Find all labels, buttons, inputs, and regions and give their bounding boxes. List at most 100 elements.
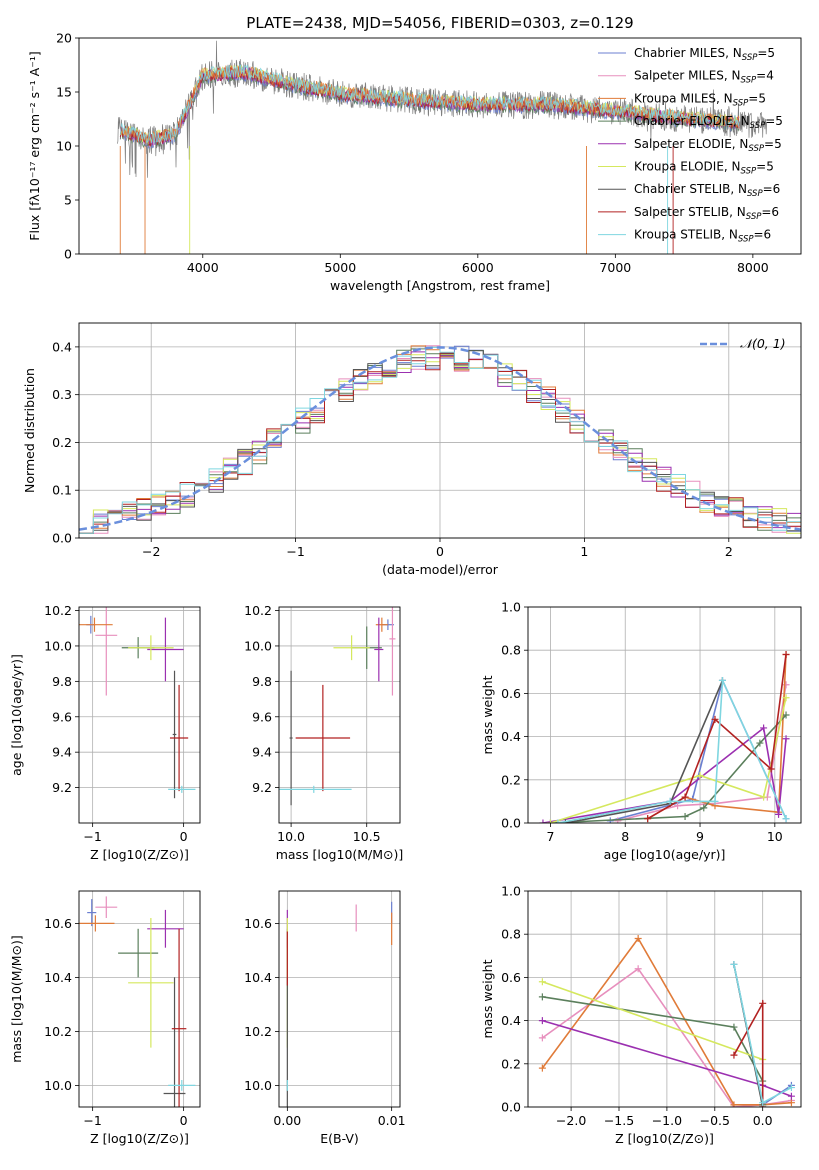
weight-marker (538, 993, 546, 1001)
weight-marker (787, 1084, 795, 1092)
legend-entry: Salpeter MILES, NSSP=4 (634, 69, 774, 86)
x-tick-label: 9 (696, 829, 704, 844)
x-tick-label: −1.5 (604, 1113, 634, 1128)
weight-marker (730, 960, 738, 968)
y-tick-label: 10.0 (44, 638, 72, 653)
panel-mass_vs_Z: −1 0 10.0 10.2 10.4 10.6 Z [log10(Z/Z⊙)] mass [… (9, 890, 201, 1146)
plot-area-residuals (79, 345, 801, 534)
model-spectrum-2 (120, 65, 740, 144)
weight-marker (759, 999, 767, 1007)
weight-marker (696, 771, 704, 779)
y-tick-label: 0.4 (501, 729, 521, 744)
x-tick-label: −1 (83, 829, 101, 844)
y-tick-label: 0.2 (52, 435, 72, 450)
x-axis-label: Z [log10(Z/Z⊙)] (90, 1131, 189, 1146)
residual-histogram-8 (79, 347, 801, 534)
x-tick-label: 8 (621, 829, 629, 844)
x-tick-label: 0 (180, 1113, 188, 1128)
y-tick-label: 0.0 (501, 1100, 521, 1115)
x-tick-label: 5000 (324, 260, 356, 275)
panel-weight_vs_Z: −2.0 −1.5 −1.0 −0.5 0.0 0.0 0.2 0.4 0.6 0.8 1.0 Z [… (480, 884, 802, 1146)
legend-entry: Kroupa MILES, NSSP=5 (634, 91, 766, 108)
x-tick-label: 2 (725, 544, 733, 559)
x-axis-label: age [log10(age/yr)] (604, 847, 726, 862)
x-axis-label: Z [log10(Z/Z⊙)] (90, 847, 189, 862)
x-axis-label: Z [log10(Z/Z⊙)] (615, 1131, 714, 1146)
y-tick-label: 9.4 (252, 745, 272, 760)
weight-marker (730, 1051, 738, 1059)
weight-line-0 (610, 678, 787, 822)
spectrum-legend: Chabrier MILES, NSSP=5 Salpeter MILES, NS… (598, 46, 783, 245)
weight-marker (681, 793, 689, 801)
y-tick-label: 10.0 (244, 1078, 272, 1093)
x-axis-label: E(B-V) (320, 1131, 359, 1146)
weight-marker (760, 793, 768, 801)
axes-frame (278, 890, 401, 1108)
panel-residuals: −2 −1 0 1 2 0.0 0.1 0.2 0.3 0.4 𝒩(0, 1) (data-model… (22, 322, 802, 577)
y-tick-label: 0.6 (501, 686, 521, 701)
x-axis-label: mass [log10(M/M⊙)] (276, 847, 404, 862)
y-tick-label: 10.2 (44, 1024, 72, 1039)
weight-marker (760, 724, 768, 732)
weight-marker (759, 1099, 767, 1107)
weight-marker (644, 815, 652, 823)
weight-line-5 (550, 697, 787, 823)
plot-area-mass_vs_ebv (286, 901, 393, 1107)
x-tick-label: 0 (180, 829, 188, 844)
y-tick-label: 9.8 (52, 674, 72, 689)
weight-marker (538, 1034, 546, 1042)
x-tick-label: −1 (83, 1113, 101, 1128)
weight-marker (787, 1092, 795, 1100)
weight-marker (614, 817, 622, 823)
figure-title: PLATE=2438, MJD=54056, FIBERID=0303, z=0… (246, 14, 633, 32)
x-tick-label: −0.5 (700, 1113, 730, 1128)
plot-area-age_vs_Z (79, 607, 196, 799)
legend-entry: Chabrier MILES, NSSP=5 (634, 46, 775, 63)
plot-area-mass_vs_Z (79, 896, 196, 1107)
weight-marker (711, 715, 719, 723)
weight-marker (782, 694, 790, 702)
plot-area-weight_vs_Z (538, 935, 795, 1107)
normal-reference-curve (79, 346, 801, 531)
y-axis-label: age [log10(age/yr)] (9, 654, 24, 776)
y-tick-label: 0.0 (501, 816, 521, 831)
weight-marker (775, 810, 783, 818)
axes-frame (527, 890, 802, 1108)
y-tick-label: 15 (56, 85, 72, 100)
weight-line-5 (542, 980, 763, 1061)
legend-entry: Kroupa ELODIE, NSSP=5 (634, 160, 774, 177)
x-tick-label: −2.0 (556, 1113, 586, 1128)
weight-marker (782, 735, 790, 743)
y-tick-label: 0 (64, 247, 72, 262)
panel-age_vs_mass: 10.0 10.5 9.2 9.4 9.6 9.8 10.0 10.2 mass [log10(… (244, 603, 404, 862)
y-tick-label: 9.8 (252, 674, 272, 689)
weight-marker (546, 819, 554, 823)
weight-marker (634, 965, 642, 973)
x-tick-label: 6000 (462, 260, 494, 275)
x-tick-label: 7 (546, 829, 554, 844)
weight-marker (538, 978, 546, 986)
weight-marker (538, 1017, 546, 1025)
y-axis-label: Normed distribution (22, 368, 37, 493)
weight-marker (634, 935, 642, 943)
legend-entry: Salpeter ELODIE, NSSP=5 (634, 137, 782, 154)
y-tick-label: 0.6 (501, 970, 521, 985)
panel-age_vs_Z: −1 0 9.2 9.4 9.6 9.8 10.0 10.2 Z [log10(Z/Z⊙)] ag… (9, 603, 201, 862)
y-axis-label: mass [log10(M/M⊙)] (9, 935, 24, 1063)
y-tick-label: 10.2 (44, 603, 72, 618)
panel-weight_vs_age: 7 8 9 10 0.0 0.2 0.4 0.6 0.8 1.0 age [log10(age/yr… (480, 600, 802, 862)
axes-frame (78, 37, 802, 255)
x-tick-label: 10 (767, 829, 783, 844)
y-tick-label: 0.2 (501, 1056, 521, 1071)
x-tick-label: −1.0 (652, 1113, 682, 1128)
x-tick-label: 1 (580, 544, 588, 559)
y-tick-label: 5 (64, 193, 72, 208)
y-axis-label: Flux [fλ10⁻¹⁷ erg cm⁻² s⁻¹ A⁻¹] (27, 51, 42, 240)
y-tick-label: 0.4 (501, 1013, 521, 1028)
y-tick-label: 9.2 (252, 780, 272, 795)
y-tick-label: 9.2 (52, 780, 72, 795)
x-tick-label: 10.0 (277, 829, 305, 844)
y-tick-label: 10.0 (244, 638, 272, 653)
weight-marker (554, 819, 562, 823)
y-axis-label: mass weight (480, 675, 495, 754)
